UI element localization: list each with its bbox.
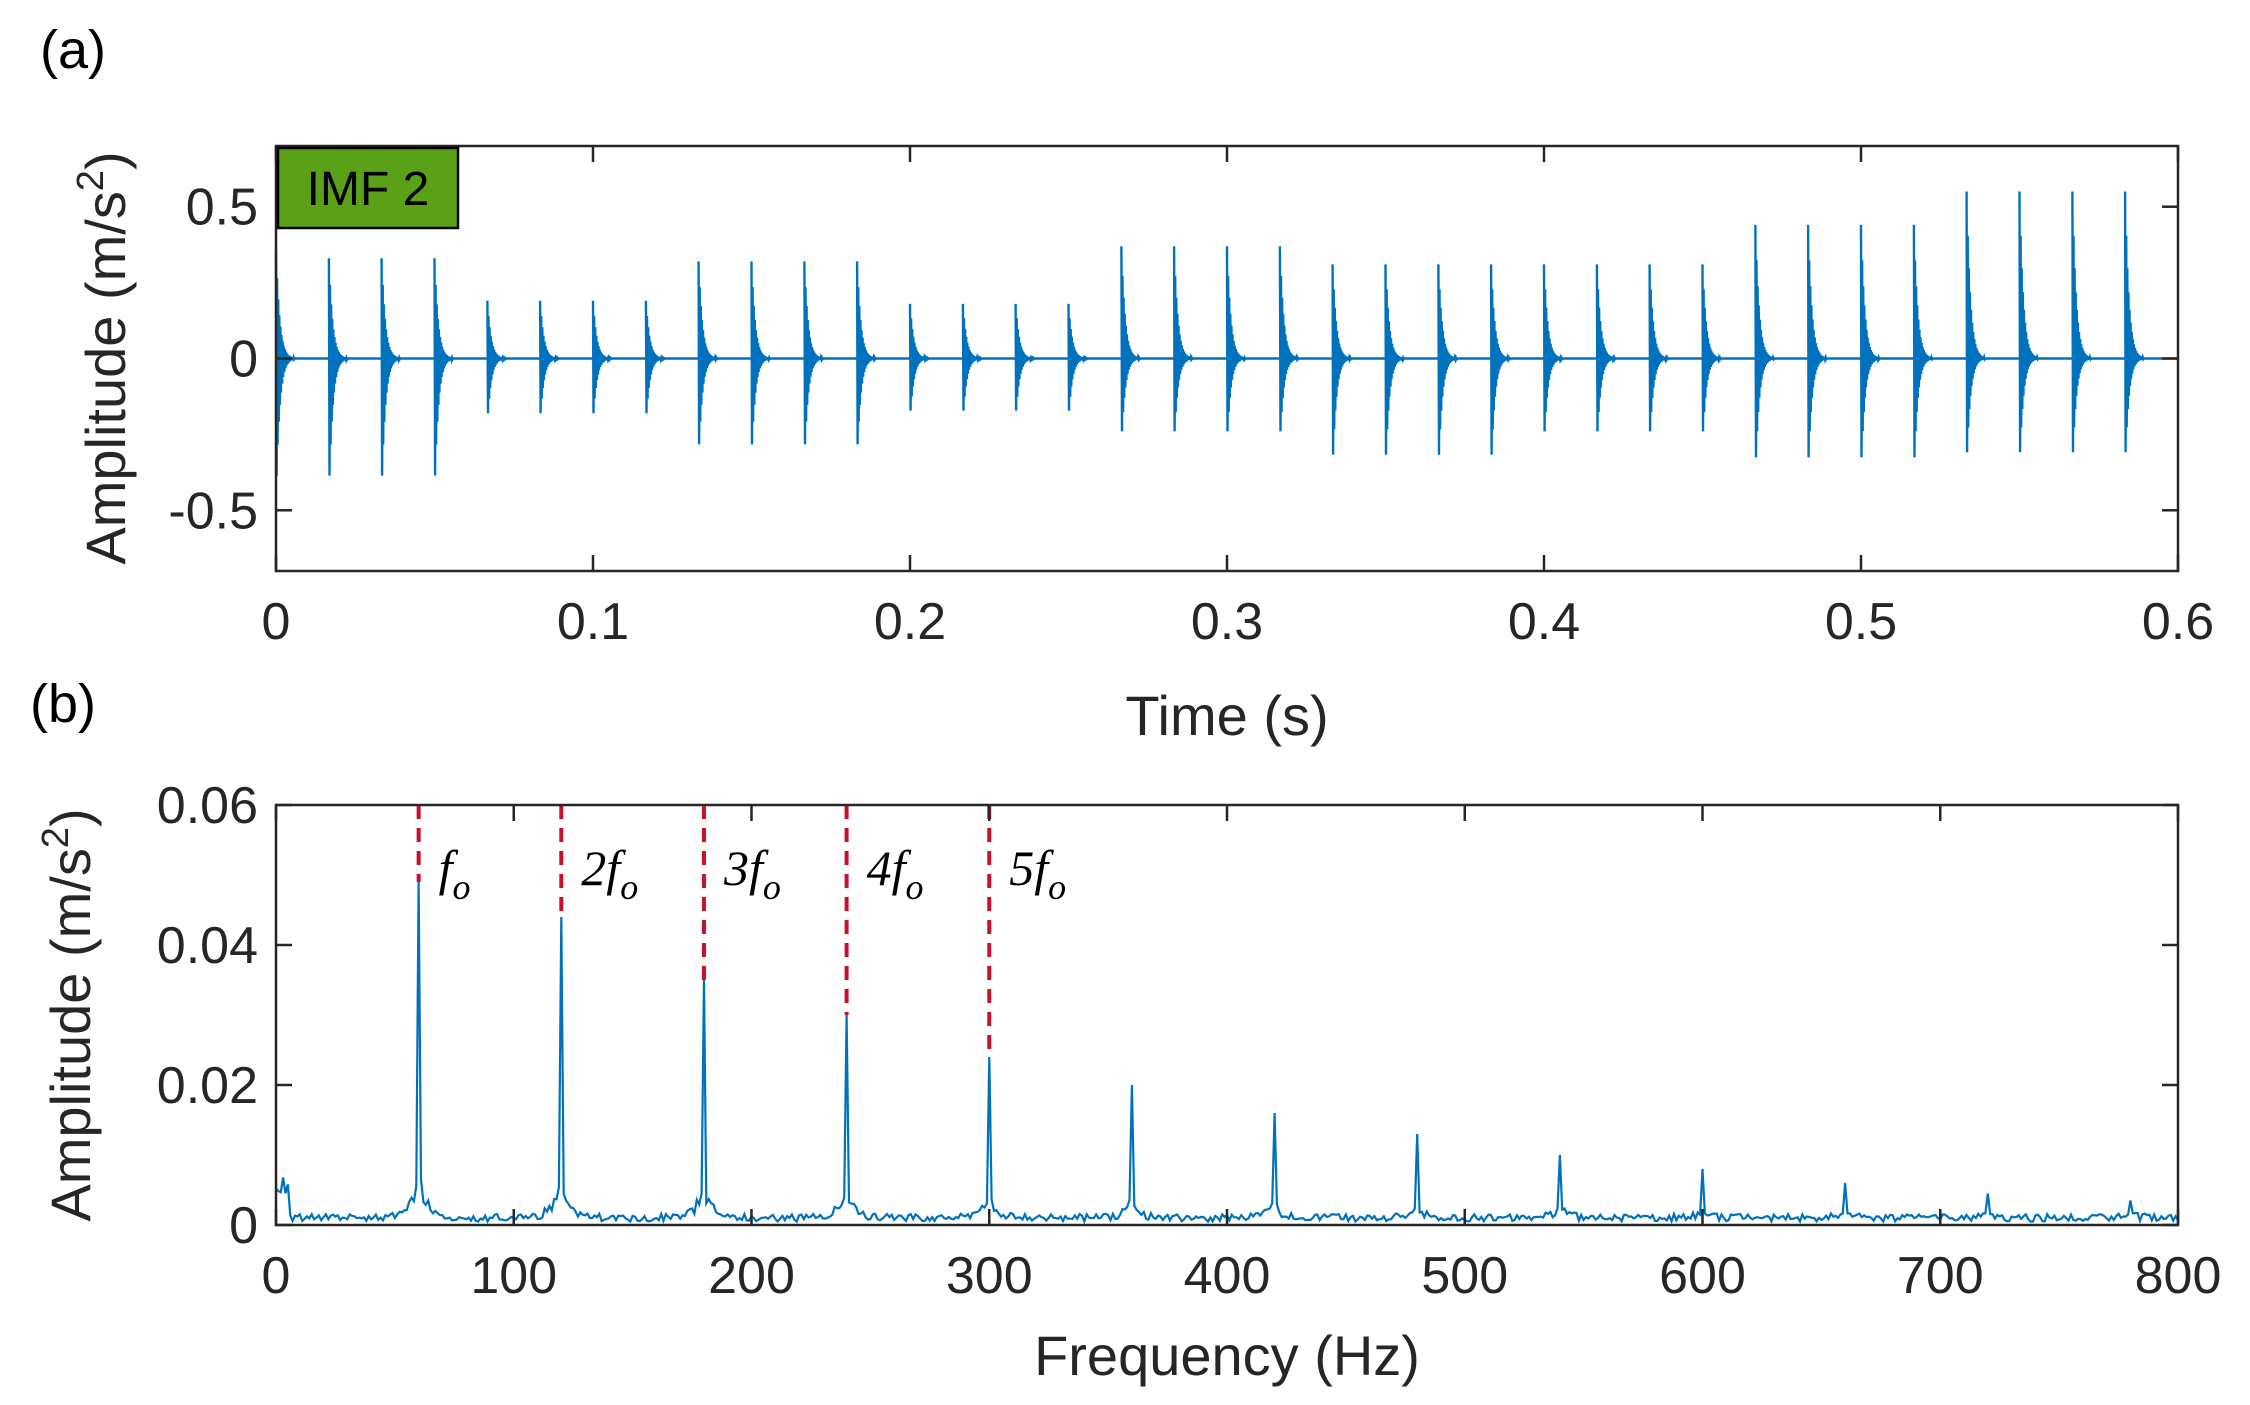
panel-a-time-signal: (a) 0 0.1 0.2 0.3 0.4 0.5 0.6-0.500.5 IMF 2 Am… (40, 20, 2214, 747)
panel-a-ytick-label: 0 (229, 331, 258, 389)
panel-b-ytick-label: 0.06 (157, 777, 258, 835)
panel-b-xlabel: Frequency (Hz) (1034, 1324, 1420, 1387)
panel-a-xtick-label: 0.2 (874, 593, 946, 651)
harmonic-label: 3fo (723, 840, 781, 907)
panel-a-ytick-label: -0.5 (168, 482, 258, 540)
panel-a-xtick-label: 0.6 (2142, 593, 2214, 651)
panel-a-impulse (1701, 264, 1723, 432)
panel-a-ylabel: Amplitude (m/s2) (70, 151, 137, 564)
panel-a-impulse (961, 303, 983, 411)
panel-a-xlabel: Time (s) (1125, 684, 1328, 747)
harmonic-coef: 3 (723, 840, 749, 896)
imf-badge: IMF 2 (276, 146, 460, 230)
panel-a-impulse (1120, 246, 1141, 432)
harmonic-subscript: o (1048, 867, 1066, 907)
panel-a-impulse (1806, 224, 1828, 458)
panel-b-xtick-label: 800 (2135, 1247, 2222, 1305)
harmonic-label: 2fo (581, 840, 638, 907)
panel-a-impulse (1965, 191, 1987, 453)
panel-a-ylabel-main: Amplitude (m/s (74, 191, 137, 564)
panel-a-impulse (1067, 303, 1088, 411)
panel-a-impulse (750, 261, 772, 445)
panel-a-impulse (1014, 303, 1035, 411)
panel-a-signal-line (274, 191, 2178, 476)
panel-b-plot-area (276, 805, 2178, 1225)
panel-a-impulse (1648, 264, 1670, 432)
panel-a-impulse (2018, 191, 2040, 453)
panel-b-ylabel-sup: 2 (35, 827, 77, 848)
panel-a-label: (a) (40, 20, 106, 80)
panel-a-impulse (803, 261, 825, 445)
panel-a-impulse (380, 258, 402, 476)
panel-a-impulse (1754, 224, 1776, 458)
panel-a-ylabel-end: ) (74, 151, 137, 170)
panel-a-impulse (644, 300, 666, 414)
panel-a-impulse (591, 300, 613, 414)
panel-a-ticks: 0 0.1 0.2 0.3 0.4 0.5 0.6-0.500.5 (168, 146, 2214, 651)
panel-a-impulse (1859, 224, 1881, 458)
panel-a-impulse (327, 258, 349, 476)
imf-badge-box (276, 146, 460, 230)
panel-b-ytick-label: 0.04 (157, 917, 258, 975)
panel-b-xtick-label: 600 (1659, 1247, 1746, 1305)
panel-b-xtick-label: 200 (708, 1247, 795, 1305)
panel-a-xtick-label: 0.5 (1825, 593, 1897, 651)
panel-b-ytick-label: 0.02 (157, 1057, 258, 1115)
harmonic-coef: 2 (581, 840, 606, 896)
panel-a-impulse (1172, 246, 1194, 432)
panel-a-impulse (1542, 264, 1564, 432)
panel-b-ylabel: Amplitude (m/s2) (35, 808, 102, 1221)
panel-b-xtick-label: 700 (1897, 1247, 1984, 1305)
panel-a-xtick-label: 0.4 (1508, 593, 1580, 651)
harmonic-subscript: o (620, 867, 638, 907)
imf-badge-label: IMF 2 (307, 163, 430, 216)
panel-a-ylabel-sup: 2 (70, 170, 112, 191)
panel-a-impulse (2071, 191, 2093, 453)
panel-a-impulse (1437, 264, 1459, 455)
panel-b-ytick-label: 0 (229, 1197, 258, 1255)
panel-a-impulse (1384, 264, 1406, 455)
panel-a-xtick-label: 0.3 (1191, 593, 1263, 651)
panel-b-xtick-label: 300 (946, 1247, 1033, 1305)
harmonic-subscript: o (906, 867, 924, 907)
panel-b-spectrum: (b) fo 2fo 3fo 4fo 5fo 0 100 200 300 400 500 600 70… (30, 674, 2221, 1387)
harmonic-label: 4fo (867, 840, 924, 907)
panel-a-xtick-label: 0.1 (557, 593, 629, 651)
panel-a-ytick-label: 0.5 (186, 179, 258, 237)
panel-b-label: (b) (30, 674, 96, 734)
panel-a-impulse (1278, 246, 1300, 432)
panel-a-impulse (1331, 264, 1353, 455)
panel-b-xtick-label: 400 (1184, 1247, 1271, 1305)
panel-a-xtick-label: 0 (262, 593, 291, 651)
panel-b-ticks: 0 100 200 300 400 500 600 700 800 0 0.02 0.04 0.06 (157, 777, 2222, 1305)
harmonic-subscript: o (453, 867, 471, 907)
harmonic-coef: 4 (867, 840, 892, 896)
harmonic-subscript: o (763, 867, 781, 907)
panel-b-ylabel-main: Amplitude (m/s (39, 848, 102, 1221)
panel-a-impulse (538, 300, 560, 414)
panel-a-impulse (908, 303, 930, 411)
panel-a-impulse (1595, 264, 1617, 432)
panel-b-ylabel-end: ) (39, 808, 102, 827)
panel-b-xtick-label: 500 (1421, 1247, 1508, 1305)
panel-a-impulse (2123, 191, 2145, 453)
panel-a-impulse (1489, 264, 1511, 455)
harmonic-coef: 5 (1009, 840, 1034, 896)
panel-b-xtick-label: 100 (470, 1247, 557, 1305)
panel-a-impulse (1912, 224, 1934, 458)
panel-a-impulse (855, 261, 877, 445)
panel-a-impulse (1225, 246, 1247, 432)
panel-a-impulse (697, 261, 719, 445)
panel-b-xtick-label: 0 (262, 1247, 291, 1305)
panel-a-impulse (486, 300, 507, 414)
panel-a-impulse (433, 258, 455, 476)
